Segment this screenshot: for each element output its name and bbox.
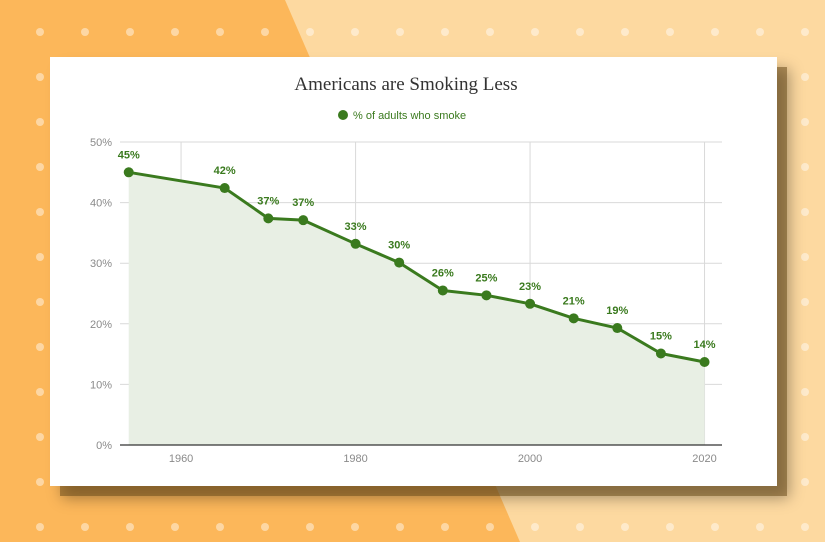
line-chart: Americans are Smoking Less % of adults w… [90,74,722,465]
data-point [612,323,623,334]
chart-card: Americans are Smoking Less % of adults w… [50,57,777,486]
x-tick-label: 1980 [343,453,367,465]
data-label: 19% [606,305,628,317]
y-tick-label: 40% [90,198,112,210]
data-label: 25% [475,272,497,284]
legend-label: % of adults who smoke [353,110,466,122]
data-label: 33% [345,221,367,233]
data-label: 45% [118,149,140,161]
area-fill [128,172,705,446]
data-label: 30% [388,240,410,252]
data-points [123,167,710,367]
data-label: 23% [519,281,541,293]
data-point [655,348,666,359]
y-axis-ticks: 0% 10% 20% 30% 40% 50% [90,137,112,452]
data-point [394,257,405,268]
data-label: 37% [257,195,279,207]
data-label: 37% [292,197,314,209]
x-tick-label: 2000 [518,453,542,465]
data-point [219,183,230,194]
data-point [699,356,710,367]
chart-title: Americans are Smoking Less [294,74,517,95]
data-label: 21% [563,295,585,307]
data-label: 14% [694,339,716,351]
data-point [568,313,579,324]
data-label: 42% [214,165,236,177]
data-point [123,167,134,178]
data-point [437,285,448,296]
x-axis-ticks: 1960 1980 2000 2020 [169,453,717,465]
legend: % of adults who smoke [338,110,466,122]
data-labels: 45% 42% 37% 37% 33% 30% 26% 25% 23% 21% 19% 15% 14% [118,149,716,351]
data-label: 26% [432,267,454,279]
data-point [298,215,309,226]
x-tick-label: 2020 [692,453,716,465]
y-tick-label: 30% [90,258,112,270]
data-label: 15% [650,330,672,342]
y-tick-label: 50% [90,137,112,149]
data-point [481,290,492,301]
data-point [263,213,274,224]
x-tick-label: 1960 [169,453,193,465]
data-point [350,238,361,249]
area-fill-layer [128,172,705,446]
y-tick-label: 20% [90,319,112,331]
y-tick-label: 0% [96,440,112,452]
y-tick-label: 10% [90,379,112,391]
data-point [525,298,536,309]
legend-swatch [338,110,348,120]
